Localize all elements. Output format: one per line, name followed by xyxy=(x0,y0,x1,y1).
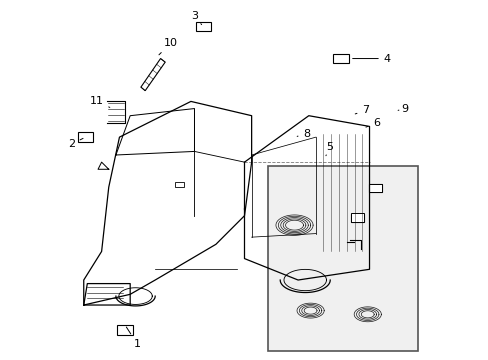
Text: 1: 1 xyxy=(126,327,141,349)
Bar xyxy=(195,22,211,31)
Text: 3: 3 xyxy=(191,11,201,24)
Bar xyxy=(332,54,348,63)
Text: 5: 5 xyxy=(325,142,332,156)
Text: 8: 8 xyxy=(297,129,310,139)
Bar xyxy=(267,166,417,351)
Bar xyxy=(350,213,364,222)
Text: 11: 11 xyxy=(89,96,110,107)
Polygon shape xyxy=(141,59,165,91)
Bar xyxy=(350,214,364,222)
Text: 4: 4 xyxy=(352,54,390,64)
Bar xyxy=(78,132,93,142)
Text: 2: 2 xyxy=(67,138,83,149)
Text: 6: 6 xyxy=(365,118,379,128)
Bar xyxy=(117,325,132,335)
Text: 9: 9 xyxy=(397,104,408,113)
Text: 7: 7 xyxy=(354,105,369,115)
Bar xyxy=(368,184,382,192)
Bar xyxy=(175,182,183,187)
Text: 10: 10 xyxy=(159,38,178,55)
Bar xyxy=(368,184,382,192)
